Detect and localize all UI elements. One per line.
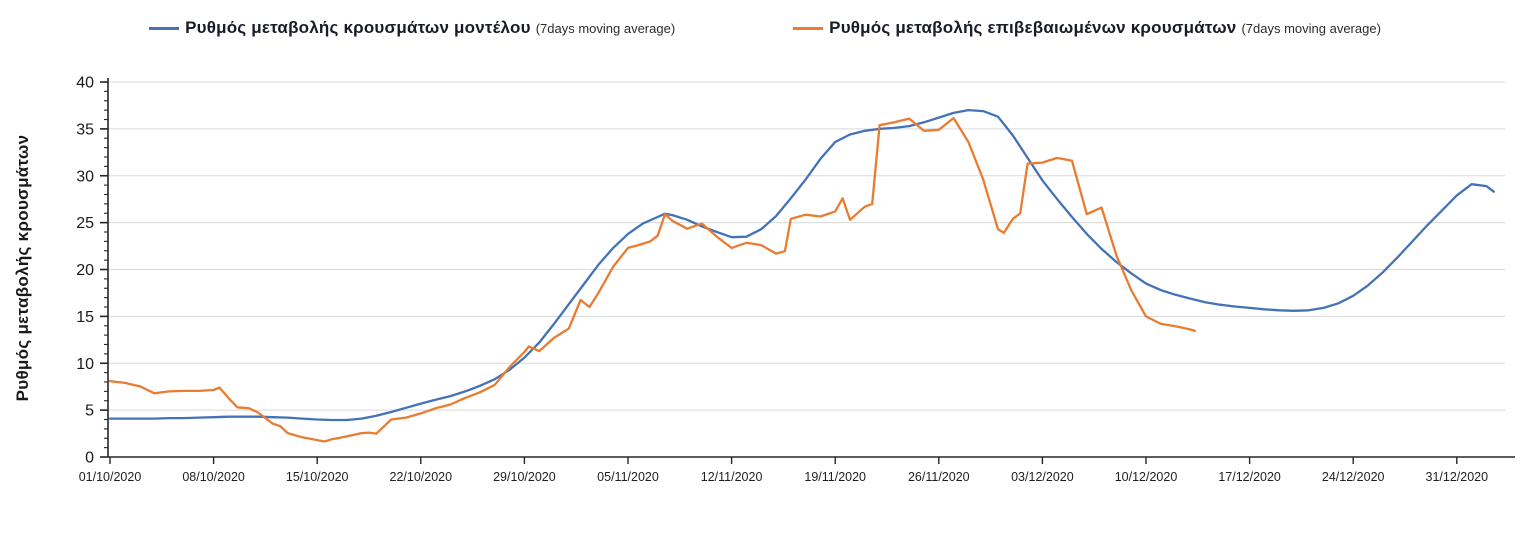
x-tick-label: 26/11/2020 xyxy=(908,470,970,484)
x-tick-label: 10/12/2020 xyxy=(1115,470,1178,484)
legend-item-confirmed: Ρυθμός μεταβολής επιβεβαιωμένων κρουσμάτ… xyxy=(793,18,1381,38)
legend-label-model: Ρυθμός μεταβολής κρουσμάτων μοντέλου xyxy=(185,18,531,37)
y-tick-label: 25 xyxy=(76,215,94,232)
y-tick-label: 30 xyxy=(76,168,94,185)
y-axis-title: Ρυθμός μεταβολής κρουσμάτων xyxy=(13,134,32,402)
model-series-line-icon xyxy=(149,26,180,30)
x-tick-label: 01/10/2020 xyxy=(79,470,142,484)
legend-suffix-confirmed: (7days moving average) xyxy=(1241,20,1381,36)
x-tick-label: 17/12/2020 xyxy=(1218,470,1281,484)
y-tick-label: 0 xyxy=(85,450,94,467)
y-tick-label: 40 xyxy=(76,75,94,92)
chart-legend: Ρυθμός μεταβολής κρουσμάτων μοντέλου (7d… xyxy=(0,18,1530,38)
y-tick-label: 35 xyxy=(76,121,94,138)
legend-label-confirmed: Ρυθμός μεταβολής επιβεβαιωμένων κρουσμάτ… xyxy=(829,18,1237,37)
x-tick-label: 19/11/2020 xyxy=(804,470,866,484)
y-tick-label: 15 xyxy=(76,309,94,326)
x-tick-label: 05/11/2020 xyxy=(597,470,659,484)
y-tick-label: 20 xyxy=(76,262,94,279)
x-tick-label: 22/10/2020 xyxy=(390,470,453,484)
confirmed-series-line xyxy=(108,116,1196,443)
model-series-line xyxy=(108,108,1495,422)
legend-item-model: Ρυθμός μεταβολής κρουσμάτων μοντέλου (7d… xyxy=(149,18,675,38)
x-tick-label: 03/12/2020 xyxy=(1011,470,1074,484)
x-tick-label: 15/10/2020 xyxy=(286,470,349,484)
x-tick-label: 31/12/2020 xyxy=(1426,470,1489,484)
confirmed-series-line-icon xyxy=(793,26,824,30)
y-tick-label: 5 xyxy=(85,403,94,420)
legend-suffix-model: (7days moving average) xyxy=(535,20,676,36)
x-tick-label: 08/10/2020 xyxy=(182,470,245,484)
x-tick-label: 29/10/2020 xyxy=(493,470,556,484)
y-tick-label: 10 xyxy=(76,356,94,373)
x-tick-label: 12/11/2020 xyxy=(701,470,763,484)
x-tick-label: 24/12/2020 xyxy=(1322,470,1385,484)
